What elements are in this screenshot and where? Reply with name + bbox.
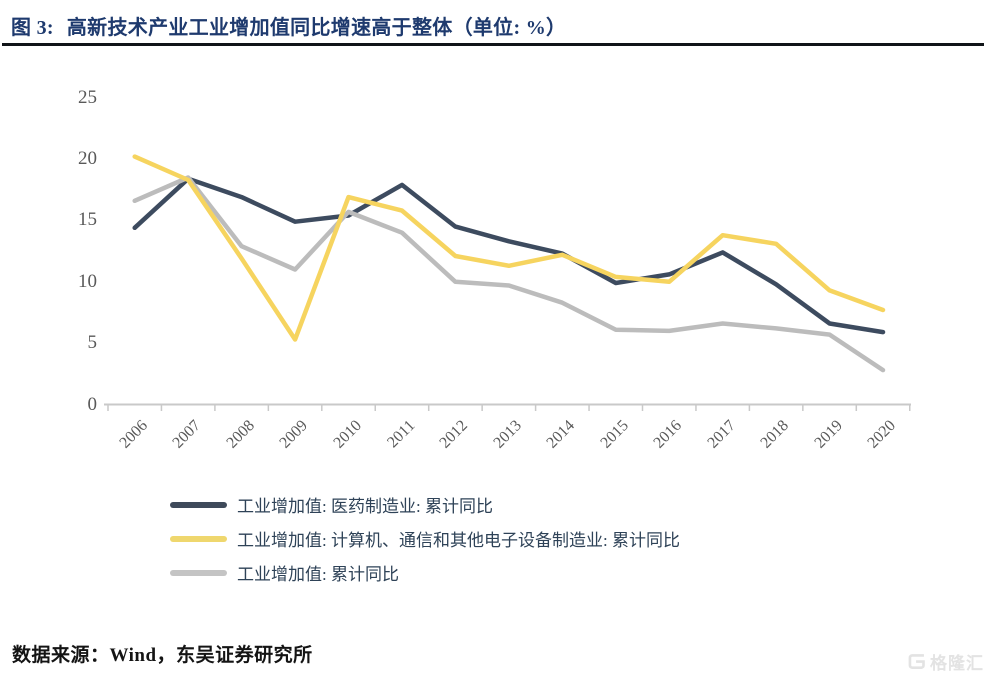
y-tick-label: 15 <box>78 209 97 231</box>
legend-item-2: 工业增加值: 累计同比 <box>170 561 680 584</box>
y-tick-label: 0 <box>87 393 98 415</box>
y-tick-label: 5 <box>87 332 98 354</box>
data-source-note: 数据来源：Wind，东吴证券研究所 <box>12 645 313 666</box>
watermark-text: 格隆汇 <box>930 654 984 673</box>
y-tick-label: 25 <box>78 86 97 108</box>
legend-label: 工业增加值: 医药制造业: 累计同比 <box>237 497 493 516</box>
line-chart: 0 5 10 15 20 25 2006 2007 2008 2009 2010 2011 2012 20… <box>0 60 987 480</box>
figure-title: 图 3: 高新技术产业工业增加值同比增速高于整体（单位: %） <box>11 11 566 40</box>
legend-item-1: 工业增加值: 计算机、通信和其他电子设备制造业: 累计同比 <box>170 527 680 550</box>
series-line-1 <box>132 154 886 342</box>
legend-swatch-icon <box>170 535 227 542</box>
legend-swatch-icon <box>170 569 227 576</box>
legend-item-0: 工业增加值: 医药制造业: 累计同比 <box>170 493 680 516</box>
y-tick-label: 20 <box>78 148 97 170</box>
legend-label: 工业增加值: 计算机、通信和其他电子设备制造业: 累计同比 <box>237 531 680 550</box>
series-line-2 <box>132 175 886 373</box>
y-tick-label: 10 <box>78 270 97 292</box>
plot-area <box>104 154 911 411</box>
title-divider <box>2 43 984 46</box>
gelonghui-logo-icon <box>908 654 925 669</box>
figure-title-text: 高新技术产业工业增加值同比增速高于整体（单位: %） <box>66 17 567 39</box>
figure-number: 图 3: <box>11 17 54 39</box>
series-line-0 <box>132 176 886 335</box>
legend-swatch-icon <box>170 501 227 508</box>
watermark: 格隆汇 <box>906 649 984 674</box>
chart-legend: 工业增加值: 医药制造业: 累计同比工业增加值: 计算机、通信和其他电子设备制造… <box>170 493 680 595</box>
legend-label: 工业增加值: 累计同比 <box>237 565 399 584</box>
